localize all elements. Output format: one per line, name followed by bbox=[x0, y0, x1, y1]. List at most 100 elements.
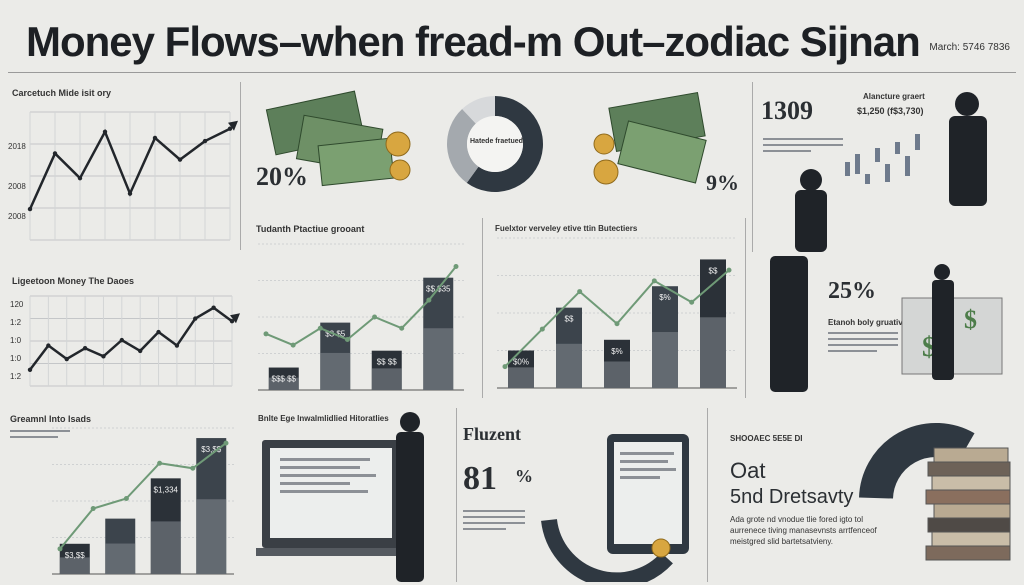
bar-lower-segment bbox=[604, 361, 630, 388]
panel-value: $1,250 (f$3,730) bbox=[857, 106, 924, 116]
tick-label: 2018 bbox=[8, 142, 26, 151]
data-point bbox=[156, 329, 161, 335]
data-point bbox=[52, 151, 58, 156]
date-label: March: 5746 7836 bbox=[929, 42, 1010, 53]
data-point bbox=[174, 343, 180, 348]
trend-line bbox=[59, 442, 227, 550]
bar-lower-segment bbox=[59, 557, 90, 574]
panel-center-bar-chart: Tudanth Ptactiue grooant $$$ $$ $3 $5 $$ $… bbox=[246, 218, 472, 398]
panel-title: Alancture graert bbox=[863, 92, 925, 101]
bar-lower-segment bbox=[105, 543, 136, 574]
data-point bbox=[27, 367, 33, 373]
panel-top-right: 1309 Alancture graert $1,250 (f$3,730) bbox=[752, 82, 1017, 252]
panel-center-right-bar-chart: Fuelxtor verveley etive ttin Butectiers … bbox=[482, 218, 746, 398]
trend-line bbox=[265, 265, 457, 347]
data-label: $$ $$ bbox=[377, 358, 398, 367]
bar-lower-segment bbox=[150, 521, 181, 574]
data-point bbox=[229, 319, 235, 324]
panel-right-mid: 25% Etanoh boly gruatives $ $ bbox=[752, 256, 1016, 396]
data-point bbox=[127, 191, 133, 196]
data-point bbox=[177, 157, 183, 162]
panel-title: Carcetuch Mide isit ory bbox=[12, 88, 112, 98]
trend-point bbox=[539, 326, 545, 332]
businessmen-silhouette bbox=[795, 92, 987, 252]
data-point bbox=[227, 126, 233, 131]
tick-label: 1:2 bbox=[10, 372, 22, 381]
trend-point bbox=[263, 331, 269, 337]
page-title: Money Flows–when fread-m Out–zodiac Sijn… bbox=[26, 18, 921, 65]
data-label: $% bbox=[659, 293, 671, 302]
trend-point bbox=[726, 267, 732, 273]
trend-point bbox=[502, 364, 508, 370]
trend-point bbox=[399, 325, 405, 331]
data-label: $0% bbox=[513, 358, 529, 367]
tick-label: 2008 bbox=[8, 182, 26, 191]
panel-title: Etanoh boly gruatives bbox=[828, 318, 912, 327]
bar-chart-svg: $3,$$ $1,334 $3,$$ bbox=[52, 427, 234, 575]
panel-left-mid-line-chart: Ligeetoon Money The Daoes 120 1:2 1:0 1:… bbox=[8, 270, 240, 396]
trend-point bbox=[344, 336, 350, 342]
panel-laptop: Bnlte Ege Inwalmlidlied Hitoratlies bbox=[250, 408, 446, 582]
pie-slice bbox=[447, 109, 479, 183]
trend-arrow bbox=[228, 120, 238, 131]
panel-title: Ligeetoon Money The Daoes bbox=[12, 276, 135, 286]
tick-label: 2008 bbox=[8, 212, 26, 221]
panel-title: Tudanth Ptactiue grooant bbox=[256, 224, 365, 234]
line-chart-svg bbox=[27, 295, 240, 387]
panel-subheading: 5nd Dretsavty bbox=[730, 486, 854, 508]
bar-lower-segment bbox=[652, 332, 678, 388]
panel-donut: Hatede fraetued bbox=[432, 82, 562, 207]
trend-point bbox=[57, 546, 63, 552]
panel-title: Bnlte Ege Inwalmlidlied Hitoratlies bbox=[258, 414, 389, 423]
tablet-illustration bbox=[541, 434, 689, 582]
percent-sign: % bbox=[515, 466, 533, 486]
trend-point bbox=[577, 289, 583, 295]
series-line bbox=[29, 306, 233, 371]
panel-label: SHOOAEC 5E5E DI bbox=[730, 434, 803, 443]
trend-point bbox=[651, 278, 657, 284]
panel-money-stack: 20% bbox=[250, 82, 420, 202]
bar-lower-segment bbox=[556, 343, 582, 388]
donut-chart-svg bbox=[447, 96, 543, 192]
trend-point bbox=[157, 460, 163, 466]
bar-lower-segment bbox=[508, 367, 534, 388]
big-stat: 81 bbox=[463, 460, 497, 497]
trend-point bbox=[426, 297, 432, 303]
data-point bbox=[77, 175, 83, 181]
data-point bbox=[211, 305, 216, 310]
data-point bbox=[152, 135, 158, 141]
trend-point bbox=[290, 342, 296, 348]
header-divider bbox=[8, 72, 1016, 73]
bar-lower-segment bbox=[423, 328, 454, 390]
data-label: $3,$$ bbox=[201, 445, 222, 454]
trend-point bbox=[372, 314, 378, 320]
trend-point bbox=[90, 506, 96, 512]
trend-point bbox=[453, 263, 459, 269]
data-point bbox=[202, 138, 208, 144]
bar-chart-svg: $0% $$ $% $% $$ bbox=[497, 237, 737, 389]
money-stack-illustration bbox=[593, 91, 707, 185]
bar-chart-svg: $$$ $$$3 $5$$ $$$$ $35 bbox=[258, 243, 464, 391]
data-point bbox=[46, 343, 51, 348]
analyst-silhouette: $ $ bbox=[770, 256, 1003, 392]
data-label: $% bbox=[611, 347, 623, 356]
panel-title: Fuelxtor verveley etive ttin Butectiers bbox=[495, 224, 638, 233]
books-illustration bbox=[859, 422, 1011, 561]
data-label: $$$ $$ bbox=[272, 375, 297, 384]
money-stack-illustration bbox=[265, 90, 411, 187]
bar-lower-segment bbox=[371, 368, 402, 390]
pie-slice bbox=[462, 96, 495, 124]
bar-lower-segment bbox=[196, 499, 227, 574]
panel-fluzent: Fluzent 81 % bbox=[456, 408, 708, 582]
trend-point bbox=[317, 325, 323, 331]
data-point bbox=[101, 354, 106, 359]
tick-label: 1:0 bbox=[10, 336, 22, 345]
data-label: $$ bbox=[709, 266, 718, 275]
tick-label: 1:2 bbox=[10, 318, 22, 327]
trend-point bbox=[614, 321, 620, 327]
trend-point bbox=[190, 465, 196, 471]
panel-body-text: Ada grote nd vnodue tlie fored igto tol … bbox=[730, 515, 877, 546]
data-point bbox=[137, 348, 143, 354]
panel-books: SHOOAEC 5E5E DI Oat 5nd Dretsavty Ada gr… bbox=[716, 408, 1016, 582]
bar-lower-segment bbox=[700, 317, 726, 388]
